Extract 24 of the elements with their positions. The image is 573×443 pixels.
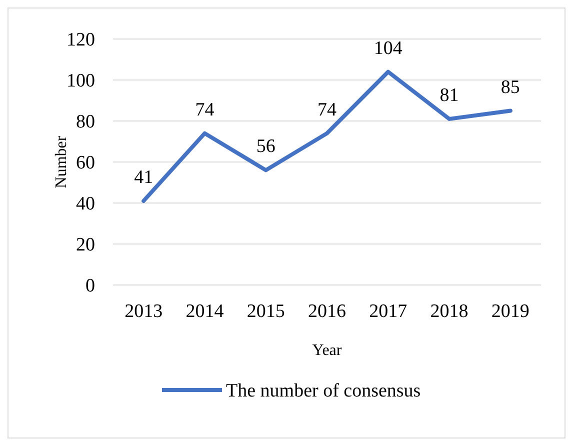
data-label: 81 (440, 84, 459, 106)
x-tick-label: 2014 (186, 301, 224, 322)
x-axis-title: Year (312, 342, 342, 359)
x-tick-label: 2017 (369, 301, 408, 322)
y-tick-label: 60 (76, 152, 95, 174)
data-label: 104 (374, 38, 403, 59)
legend-label: The number of consensus (226, 380, 421, 402)
x-tick-label: 2015 (246, 301, 285, 322)
data-label: 85 (500, 76, 520, 98)
data-label: 56 (256, 136, 276, 158)
data-label: 41 (134, 166, 154, 188)
x-tick-label: 2018 (430, 301, 468, 322)
x-tick-label: 2016 (308, 301, 346, 322)
data-label: 74 (318, 99, 337, 120)
y-tick-label: 120 (66, 30, 95, 51)
y-tick-label: 0 (86, 276, 95, 297)
data-label: 74 (195, 99, 215, 120)
y-tick-label: 40 (76, 194, 95, 215)
y-tick-label: 80 (76, 112, 95, 133)
x-tick-label: 2013 (124, 301, 163, 322)
y-tick-label: 100 (66, 70, 95, 92)
x-tick-label: 2019 (491, 301, 530, 322)
y-tick-label: 20 (76, 234, 95, 256)
y-axis-title: Number (53, 135, 70, 188)
